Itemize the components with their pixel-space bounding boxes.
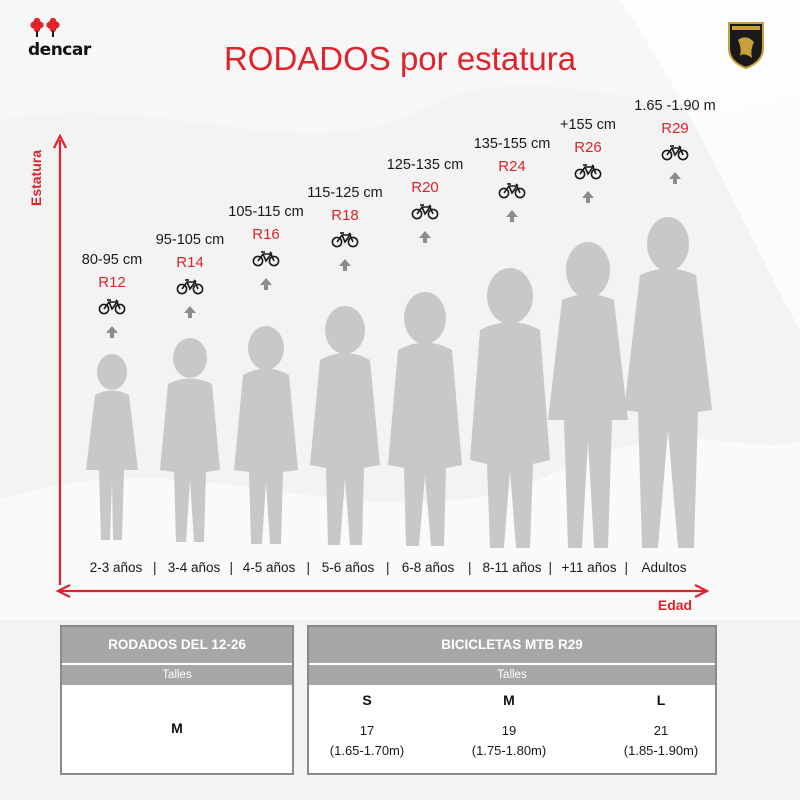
bicycle-icon xyxy=(661,143,689,161)
x-axis-label: Edad xyxy=(657,597,693,613)
up-arrow-icon xyxy=(183,304,197,318)
height-range: +155 cm xyxy=(559,117,617,133)
age-separator: | xyxy=(386,560,390,575)
silhouette-8 xyxy=(624,217,712,548)
bicycle-icon xyxy=(98,297,126,315)
silhouette-1 xyxy=(86,354,138,540)
wheel-size-code: R24 xyxy=(498,158,526,175)
up-arrow-icon xyxy=(418,229,432,243)
table-rodados-title: RODADOS DEL 12-26 xyxy=(62,627,292,663)
x-axis xyxy=(55,584,710,598)
mtb-size-letter: S xyxy=(362,692,372,708)
wheel-size-code: R14 xyxy=(176,254,204,271)
bicycle-icon xyxy=(574,162,602,180)
wheel-size-code: R20 xyxy=(411,179,439,196)
height-range: 125-135 cm xyxy=(386,157,464,173)
mtb-size-number: 21 xyxy=(653,723,669,738)
silhouette-2 xyxy=(160,338,220,542)
mtb-size-letter: L xyxy=(656,692,666,708)
table-rodados-size: M xyxy=(171,720,183,736)
mtb-size-range: (1.65-1.70m) xyxy=(329,743,405,758)
mtb-size-number: 17 xyxy=(359,723,375,738)
up-arrow-icon xyxy=(259,276,273,290)
age-label: Adultos xyxy=(641,560,687,575)
silhouette-4 xyxy=(310,306,380,545)
age-separator: | xyxy=(153,560,157,575)
wheel-size-code: R12 xyxy=(98,274,126,291)
up-arrow-icon xyxy=(581,189,595,203)
bicycle-icon xyxy=(411,202,439,220)
height-range: 80-95 cm xyxy=(81,252,143,268)
age-separator: | xyxy=(229,560,234,575)
wheel-size-code: R26 xyxy=(574,139,602,156)
silhouette-7 xyxy=(548,242,628,548)
bicycle-icon xyxy=(176,277,204,295)
y-axis-label: Estatura xyxy=(28,149,44,207)
mtb-size-number: 19 xyxy=(501,723,517,738)
age-label: 3-4 años xyxy=(167,560,221,575)
age-separator: | xyxy=(624,560,629,575)
up-arrow-icon xyxy=(668,170,682,184)
age-label: 6-8 años xyxy=(401,560,455,575)
table-mtb-title: BICICLETAS MTB R29 xyxy=(309,627,715,663)
age-separator: | xyxy=(548,560,553,575)
up-arrow-icon xyxy=(105,324,119,338)
bicycle-icon xyxy=(331,230,359,248)
table-rodados: RODADOS DEL 12-26 Talles M xyxy=(60,625,294,775)
y-axis xyxy=(53,133,67,585)
height-range: 115-125 cm xyxy=(307,185,383,201)
age-separator: | xyxy=(306,560,311,575)
age-row: 2-3 años | 3-4 años | 4-5 años | 5-6 años | 6-8 … xyxy=(78,560,708,580)
wheel-size-code: R16 xyxy=(252,226,280,243)
height-range: 1.65 -1.90 m xyxy=(634,98,716,114)
mtb-size-range: (1.75-1.80m) xyxy=(471,743,547,758)
height-range: 135-155 cm xyxy=(473,136,551,152)
brand-logo: dencar xyxy=(22,18,92,68)
wheel-size-code: R29 xyxy=(661,120,689,137)
silhouette-6 xyxy=(470,268,550,548)
height-range: 105-115 cm xyxy=(228,204,304,220)
brand-name: dencar xyxy=(28,40,91,60)
bicycle-icon xyxy=(498,181,526,199)
mtb-size-letter: M xyxy=(503,692,515,708)
wheel-size-code: R18 xyxy=(331,207,359,224)
bicycle-icon xyxy=(252,249,280,267)
silhouette-5 xyxy=(388,292,462,546)
mtb-size-range: (1.85-1.90m) xyxy=(623,743,699,758)
silhouette-3 xyxy=(234,326,298,544)
age-label: +11 años xyxy=(561,560,617,575)
up-arrow-icon xyxy=(505,208,519,222)
silhouettes xyxy=(86,217,712,548)
lamborghini-shield-icon xyxy=(726,20,766,70)
table-mtb: BICICLETAS MTB R29 Talles S 17 (1.65-1.70m… xyxy=(307,625,717,775)
age-label: 8-11 años xyxy=(482,560,542,575)
table-rodados-subtitle: Talles xyxy=(62,665,292,685)
flower-icon xyxy=(30,18,60,37)
up-arrow-icon xyxy=(338,257,352,271)
table-mtb-subtitle: Talles xyxy=(309,665,715,685)
age-label: 5-6 años xyxy=(321,560,375,575)
age-label: 2-3 años xyxy=(89,560,143,575)
height-range: 95-105 cm xyxy=(155,232,225,248)
age-label: 4-5 años xyxy=(242,560,296,575)
page-title: RODADOS por estatura xyxy=(223,40,577,77)
age-separator: | xyxy=(468,560,472,575)
